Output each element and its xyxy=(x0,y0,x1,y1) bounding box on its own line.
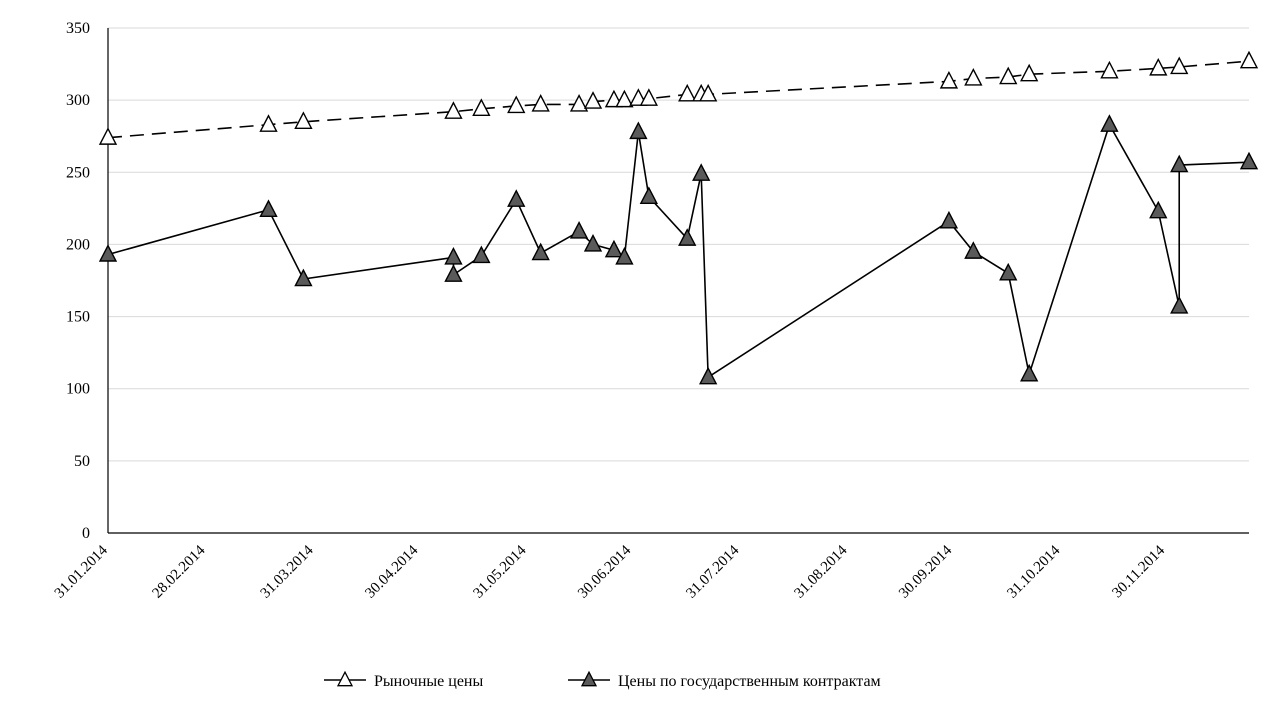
data-point xyxy=(629,121,648,140)
series-line xyxy=(107,122,1250,379)
series-line xyxy=(107,60,1250,139)
y-tick-label: 200 xyxy=(66,236,90,253)
y-tick-label: 150 xyxy=(66,309,90,326)
data-point xyxy=(294,111,313,129)
data-point xyxy=(939,70,959,89)
y-tick-label: 0 xyxy=(82,525,90,542)
y-axis-ticks: 0 50 100 150 200 250 300 350 xyxy=(66,20,90,542)
data-point xyxy=(999,66,1018,85)
data-point xyxy=(1170,296,1189,314)
x-tick-label: 28.02.2014 xyxy=(149,542,208,601)
data-point xyxy=(569,94,589,112)
data-point xyxy=(1020,363,1039,382)
x-tick-label: 30.09.2014 xyxy=(896,542,955,601)
data-point xyxy=(531,242,550,261)
x-tick-label: 31.07.2014 xyxy=(683,542,742,601)
series-contracts xyxy=(98,114,1259,385)
data-point xyxy=(692,163,711,181)
x-tick-label: 31.08.2014 xyxy=(792,542,851,601)
x-tick-label: 31.10.2014 xyxy=(1004,542,1063,601)
y-tick-label: 100 xyxy=(66,381,90,398)
data-point xyxy=(678,83,697,102)
y-tick-label: 350 xyxy=(66,20,90,37)
data-point xyxy=(294,268,313,287)
axes xyxy=(107,28,1249,534)
data-point xyxy=(259,114,278,132)
data-point xyxy=(98,127,118,145)
data-point xyxy=(639,186,658,204)
data-point xyxy=(1020,63,1039,82)
data-point xyxy=(699,83,718,102)
data-point xyxy=(507,189,526,207)
data-point xyxy=(615,246,634,265)
y-tick-label: 50 xyxy=(74,453,90,470)
x-tick-label: 31.05.2014 xyxy=(471,542,530,601)
data-point xyxy=(1239,50,1259,69)
data-point xyxy=(1100,114,1119,132)
data-point xyxy=(1149,200,1168,219)
data-point xyxy=(1149,57,1168,76)
y-tick-label: 250 xyxy=(66,164,90,181)
data-point xyxy=(531,94,550,112)
series-layer xyxy=(98,50,1259,385)
legend-label: Рыночные цены xyxy=(374,673,483,690)
data-point xyxy=(1170,56,1189,75)
data-point xyxy=(472,98,491,116)
legend-label: Цены по государственным контрактам xyxy=(618,673,881,690)
legend-item: Цены по государственным контрактам xyxy=(568,670,881,690)
data-point xyxy=(583,91,603,109)
legend-marker xyxy=(336,670,354,687)
data-point xyxy=(569,220,589,239)
data-point xyxy=(1239,151,1259,170)
legend: Рыночные цены Цены по государственным кон… xyxy=(324,670,881,690)
data-point xyxy=(444,246,463,265)
x-tick-label: 30.04.2014 xyxy=(362,542,421,601)
data-point xyxy=(964,241,983,259)
x-tick-label: 30.11.2014 xyxy=(1109,542,1168,601)
data-point xyxy=(507,95,526,114)
data-point xyxy=(98,244,118,262)
legend-marker xyxy=(580,670,598,687)
x-tick-label: 30.06.2014 xyxy=(575,542,634,601)
x-axis-ticks: 31.01.2014 28.02.2014 31.03.2014 30.04.2014… xyxy=(52,542,1169,601)
data-point xyxy=(444,264,463,282)
data-point xyxy=(639,88,658,106)
x-tick-label: 31.01.2014 xyxy=(52,542,111,601)
data-point xyxy=(1170,154,1189,173)
data-point xyxy=(615,89,634,108)
data-point xyxy=(678,228,697,246)
data-point xyxy=(604,239,624,258)
data-point xyxy=(964,68,983,86)
data-point xyxy=(444,101,463,119)
series-market xyxy=(98,50,1259,145)
data-point xyxy=(939,210,959,229)
data-point xyxy=(259,199,278,217)
legend-item: Рыночные цены xyxy=(324,670,483,690)
data-point xyxy=(999,262,1018,281)
y-tick-label: 300 xyxy=(66,92,90,109)
data-point xyxy=(699,366,718,385)
data-point xyxy=(472,245,491,264)
data-point xyxy=(1100,60,1119,79)
x-tick-label: 31.03.2014 xyxy=(258,542,317,601)
data-point xyxy=(583,233,603,252)
gridlines xyxy=(108,27,1249,462)
